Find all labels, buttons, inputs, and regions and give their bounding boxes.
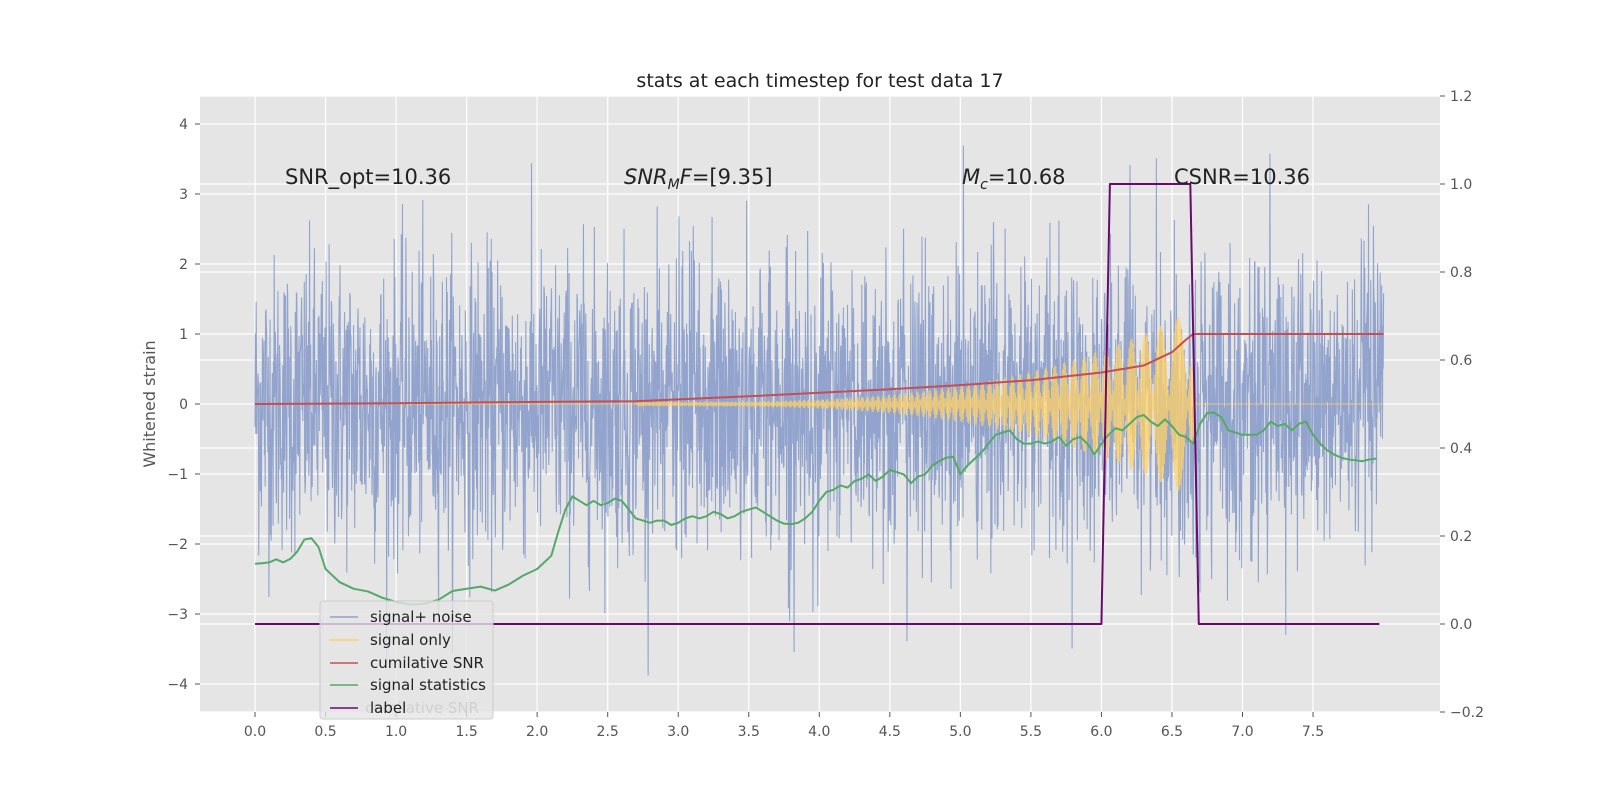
annotation-snr-opt: SNR_opt=10.36 [285, 165, 451, 190]
y-tick-label: 2 [179, 257, 188, 273]
x-tick-label: 5.5 [1020, 724, 1042, 740]
annotation-csnr: CSNR=10.36 [1174, 165, 1310, 189]
plot-content [254, 145, 1385, 676]
x-tick-label: 3.5 [738, 724, 760, 740]
y2-tick-label: 0.6 [1450, 353, 1472, 369]
y-tick-label: −3 [167, 607, 188, 623]
y-tick-label: 3 [179, 187, 188, 203]
legend-ghost-text: cumilative SNR [365, 699, 479, 717]
x-tick-label: 3.0 [667, 724, 689, 740]
legend-label-label: label [370, 699, 406, 717]
y-axis-label: Whitened strain [140, 340, 159, 467]
annotation-chirp-mass: Mc=10.68 [962, 165, 1066, 193]
series-signal-noise [254, 145, 1385, 676]
y2-tick-label: 0.8 [1450, 265, 1472, 281]
x-tick-label: 0.5 [314, 724, 336, 740]
series-label [255, 183, 1380, 625]
x-tick-label: 7.5 [1302, 724, 1324, 740]
y-tick-label: −4 [167, 677, 188, 693]
y2-tick-label: 0.4 [1450, 441, 1472, 457]
x-tick-label: 2.0 [526, 724, 548, 740]
series-cumulative-snr [255, 333, 1384, 405]
legend-label-cumulative-snr: cumilative SNR [370, 654, 484, 672]
x-tick-label: 4.5 [879, 724, 901, 740]
y2-tick-label: 0.2 [1450, 529, 1472, 545]
y-tick-label: 4 [179, 117, 188, 133]
x-tick-label: 4.0 [808, 724, 830, 740]
y2-tick-label: 0.0 [1450, 617, 1472, 633]
series-signal-statistics [254, 411, 1377, 606]
y-tick-label: −2 [167, 537, 188, 553]
y-tick-label: −1 [167, 467, 188, 483]
x-tick-label: 1.5 [455, 724, 477, 740]
y2-tick-label: 1.2 [1450, 89, 1472, 105]
y-tick-label: 0 [179, 397, 188, 413]
legend-box [319, 600, 494, 720]
legend-label-signal-only: signal only [370, 631, 451, 649]
y-tick-label: 1 [179, 327, 188, 343]
chart-title: stats at each timestep for test data 17 [636, 70, 1003, 92]
y2-tick-label: 1.0 [1450, 177, 1472, 193]
x-tick-label: 6.0 [1090, 724, 1112, 740]
legend: cumilative SNR signal+ noise signal only… [319, 600, 494, 720]
legend-label-signal-noise: signal+ noise [370, 608, 472, 626]
legend-label-signal-statistics: signal statistics [370, 676, 486, 694]
y2-tick-label: −0.2 [1450, 705, 1484, 721]
x-tick-label: 1.0 [385, 724, 407, 740]
axes: 0.0 0.5 1.0 1.5 2.0 2.5 3.0 3.5 4.0 4.5 5.0 5.5 6.0 6… [167, 89, 1484, 740]
x-tick-label: 0.0 [244, 724, 266, 740]
x-tick-label: 6.5 [1161, 724, 1183, 740]
annotations: SNR_opt=10.36 SNRMF=[9.35] Mc=10.68 CSNR… [285, 165, 1310, 193]
x-tick-label: 7.0 [1231, 724, 1253, 740]
annotation-snr-mf: SNRMF=[9.35] [624, 165, 773, 193]
x-tick-label: 2.5 [597, 724, 619, 740]
x-tick-label: 5.0 [949, 724, 971, 740]
